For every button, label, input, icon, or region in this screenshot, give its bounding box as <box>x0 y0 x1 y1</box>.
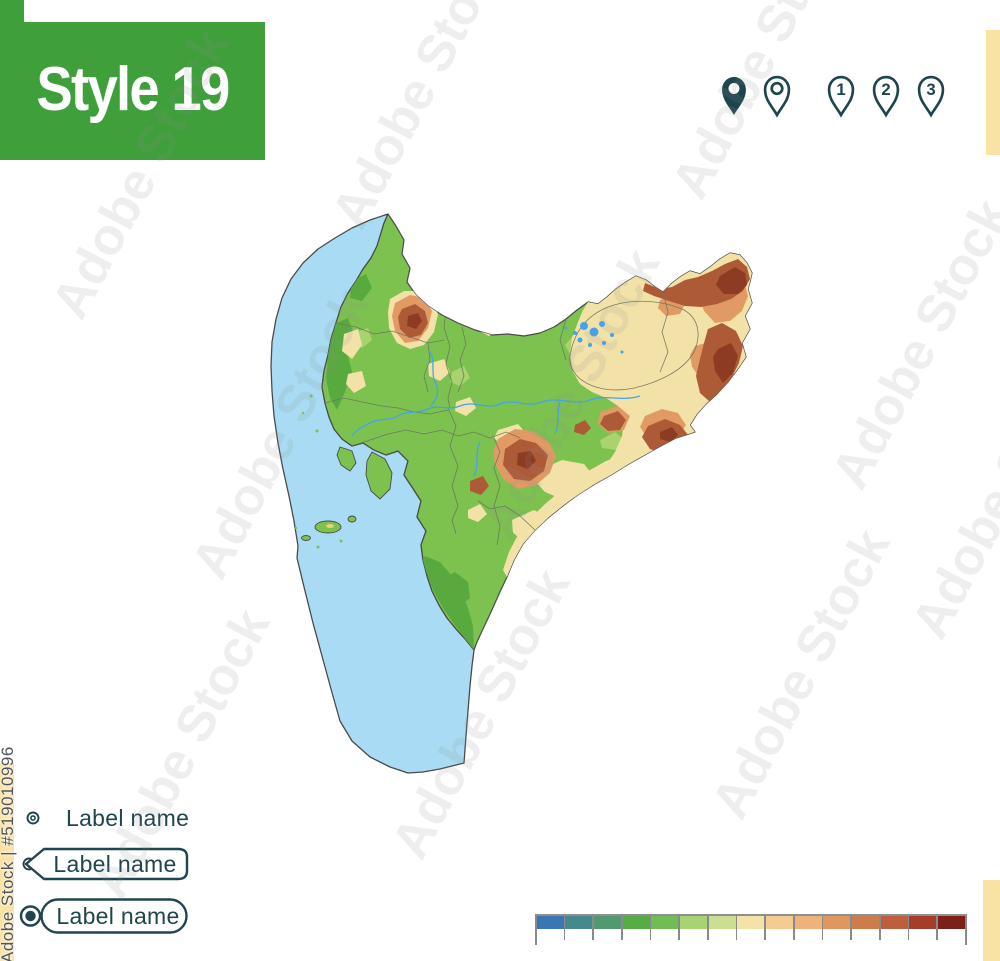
svg-text:3: 3 <box>926 80 935 99</box>
island-sand-patch <box>326 524 334 528</box>
label-sample-pointed-tag: Label name <box>22 847 189 881</box>
label-sample-rounded-tag: Label name <box>19 898 188 934</box>
map-pin-number-2-icon: 2 <box>872 75 900 118</box>
map-pin-filled-icon <box>722 77 746 115</box>
peak-patches <box>407 267 747 469</box>
scale-segment <box>821 916 851 929</box>
svg-text:1: 1 <box>836 80 845 99</box>
elevation-scale-bar <box>535 914 966 929</box>
lakes <box>564 321 624 354</box>
scale-segment <box>649 916 679 929</box>
style-title: Style 19 <box>36 55 230 124</box>
map-pin-outline-icon <box>763 75 791 118</box>
scale-segment <box>764 916 794 929</box>
map-pin-number-1-icon: 1 <box>827 75 855 118</box>
label-sample-text: Label name <box>53 851 176 877</box>
scale-segment <box>563 916 593 929</box>
rivers <box>351 351 641 477</box>
scale-segment <box>621 916 650 929</box>
label-sample-plain: Label name <box>26 805 189 831</box>
scale-segment <box>850 916 880 929</box>
scale-segment <box>678 916 708 929</box>
accent-strip-right-bottom <box>983 880 1000 961</box>
scale-segment <box>707 916 736 929</box>
style-banner: Style 19 <box>0 0 265 160</box>
label-sample-text: Label name <box>56 903 179 929</box>
label-sample-text: Label name <box>66 805 189 831</box>
scale-segment <box>936 916 966 929</box>
double-circle-marker-icon <box>26 811 40 825</box>
scale-segment <box>735 916 765 929</box>
accent-strip-left-bottom <box>0 763 14 961</box>
scale-segment <box>793 916 822 929</box>
scale-segment <box>592 916 622 929</box>
scale-segment <box>879 916 908 929</box>
pointed-tag-shape <box>24 847 189 881</box>
scale-segment <box>907 916 937 929</box>
accent-strip-right-top <box>986 30 1000 155</box>
banner-notch <box>24 0 265 22</box>
svg-text:2: 2 <box>881 80 890 99</box>
rounded-tag-shape <box>40 898 188 934</box>
watermark-id-text: Adobe Stock | #519010996 <box>0 746 17 961</box>
scale-segment <box>535 916 564 929</box>
map-pin-number-3-icon: 3 <box>917 75 945 118</box>
